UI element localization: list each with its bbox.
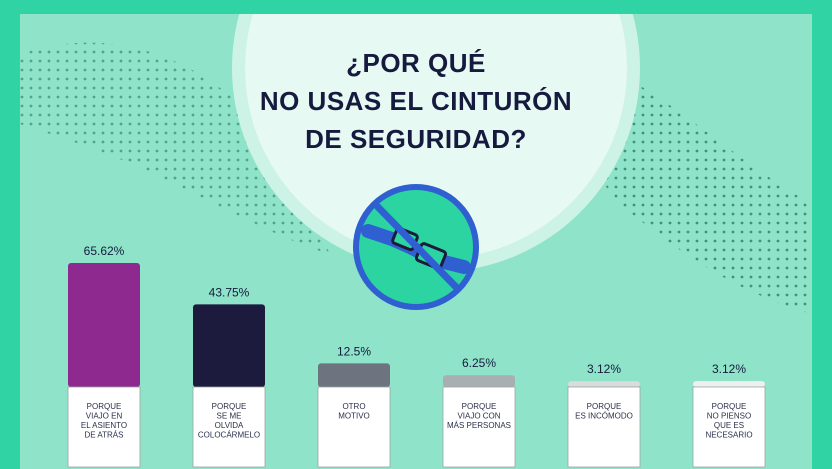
infographic-canvas: ¿POR QUÉ NO USAS EL CINTURÓN DE SEGURIDA… [20,14,812,469]
seatbelt-crossed-icon [353,184,479,310]
value-label-6: 3.12% [712,362,746,376]
bar-5 [568,381,640,387]
bar-1 [68,263,140,387]
value-label-1: 65.62% [84,244,125,258]
title-line-2: NO USAS EL CINTURÓN [259,86,573,116]
title-line-3: DE SEGURIDAD? [305,124,527,154]
category-label-4: PORQUE VIAJO CON MÁS PERSONAS [447,402,511,430]
value-label-2: 43.75% [209,285,250,299]
bar-4 [443,375,515,387]
category-label-6: PORQUE NO PIENSO QUE ES NECESARIO [705,402,752,440]
category-label-2: PORQUE SE ME OLVIDA COLOCÁRMELO [198,402,260,440]
bar-chart: 65.62% PORQUE VIAJO EN EL ASIENTO DE ATRÁS 43… [67,244,766,468]
dot-pattern-left [20,42,812,314]
category-box-1 [67,386,141,468]
value-label-3: 12.5% [337,344,371,358]
category-label-1: PORQUE VIAJO EN EL ASIENTO DE ATRÁS [81,402,127,440]
category-box-5 [567,386,641,468]
bar-6 [693,381,765,387]
category-box-3 [317,386,391,468]
bar-2 [193,304,265,387]
value-label-5: 3.12% [587,362,621,376]
category-label-5: PORQUE ES INCÓMODO [575,402,633,421]
category-label-3: OTRO MOTIVO [338,402,370,421]
title-line-1: ¿POR QUÉ [346,48,486,78]
category-box-6 [692,386,766,468]
value-label-4: 6.25% [462,356,496,370]
category-box-4 [442,386,516,468]
bar-3 [318,363,390,387]
category-box-2 [192,386,266,468]
chart-title: ¿POR QUÉ NO USAS EL CINTURÓN DE SEGURIDA… [20,44,812,158]
